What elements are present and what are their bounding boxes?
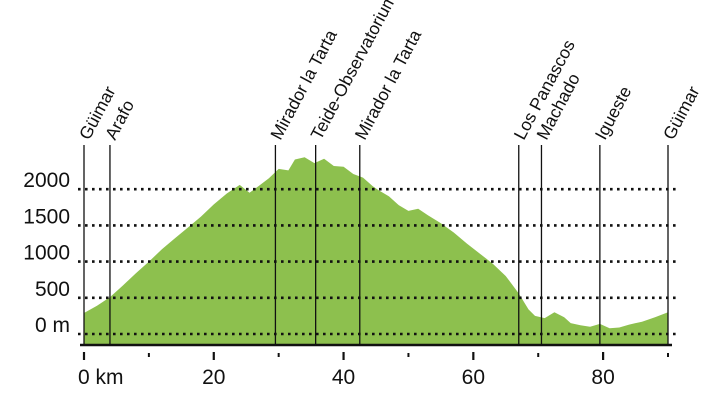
- y-tick-label: 2000: [23, 169, 70, 192]
- y-axis: 0 m 500 1000 1500 2000: [23, 169, 70, 337]
- y-tick-label: 500: [35, 278, 70, 301]
- gridline-layer: [78, 187, 676, 336]
- x-tick-label: 60: [462, 366, 485, 389]
- x-tick-label: 80: [591, 366, 614, 389]
- x-axis: 0 km 20 40 60 80: [78, 343, 672, 389]
- x-tick-label: 20: [202, 366, 225, 389]
- y-tick-label: 1000: [23, 242, 70, 265]
- waypoint-label: Igueste: [591, 83, 636, 143]
- y-tick-label: 1500: [23, 205, 70, 228]
- y-tick-label: 0 m: [35, 314, 70, 337]
- area-layer: [84, 157, 668, 344]
- x-tick-label: 0 km: [78, 366, 124, 389]
- x-tick-label: 40: [332, 366, 355, 389]
- waypoint-label: Güimar: [659, 83, 704, 143]
- elevation-area: [84, 157, 668, 344]
